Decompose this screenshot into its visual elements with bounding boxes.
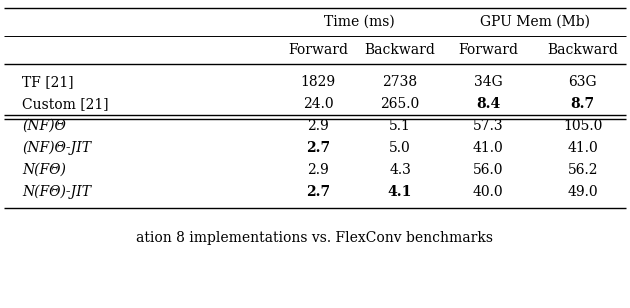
Text: 56.0: 56.0 bbox=[473, 163, 503, 177]
Text: 41.0: 41.0 bbox=[473, 141, 503, 155]
Text: 41.0: 41.0 bbox=[568, 141, 598, 155]
Text: Backward: Backward bbox=[365, 43, 435, 57]
Text: 49.0: 49.0 bbox=[568, 185, 598, 199]
Text: TF [21]: TF [21] bbox=[22, 75, 74, 89]
Text: Forward: Forward bbox=[288, 43, 348, 57]
Text: 2.7: 2.7 bbox=[306, 141, 330, 155]
Text: 57.3: 57.3 bbox=[473, 119, 503, 133]
Text: 56.2: 56.2 bbox=[568, 163, 598, 177]
Text: 105.0: 105.0 bbox=[563, 119, 602, 133]
Text: 8.4: 8.4 bbox=[476, 97, 500, 111]
Text: 2.7: 2.7 bbox=[306, 185, 330, 199]
Text: 5.0: 5.0 bbox=[389, 141, 411, 155]
Text: N(FΘ): N(FΘ) bbox=[22, 163, 66, 177]
Text: Custom [21]: Custom [21] bbox=[22, 97, 108, 111]
Text: 265.0: 265.0 bbox=[381, 97, 420, 111]
Text: (NF)Θ-JIT: (NF)Θ-JIT bbox=[22, 141, 91, 155]
Text: 2.9: 2.9 bbox=[307, 163, 329, 177]
Text: Time (ms): Time (ms) bbox=[324, 15, 394, 29]
Text: N(FΘ)-JIT: N(FΘ)-JIT bbox=[22, 185, 91, 199]
Text: 2.9: 2.9 bbox=[307, 119, 329, 133]
Text: 2738: 2738 bbox=[382, 75, 418, 89]
Text: GPU Mem (Mb): GPU Mem (Mb) bbox=[481, 15, 590, 29]
Text: (NF)Θ: (NF)Θ bbox=[22, 119, 66, 133]
Text: ation 8 implementations vs. FlexConv benchmarks: ation 8 implementations vs. FlexConv ben… bbox=[137, 231, 493, 245]
Text: 8.7: 8.7 bbox=[571, 97, 595, 111]
Text: 4.1: 4.1 bbox=[388, 185, 412, 199]
Text: Forward: Forward bbox=[458, 43, 518, 57]
Text: 5.1: 5.1 bbox=[389, 119, 411, 133]
Text: 4.3: 4.3 bbox=[389, 163, 411, 177]
Text: 1829: 1829 bbox=[301, 75, 336, 89]
Text: 40.0: 40.0 bbox=[473, 185, 503, 199]
Text: 24.0: 24.0 bbox=[303, 97, 333, 111]
Text: 34G: 34G bbox=[474, 75, 503, 89]
Text: 63G: 63G bbox=[568, 75, 597, 89]
Text: Backward: Backward bbox=[547, 43, 618, 57]
